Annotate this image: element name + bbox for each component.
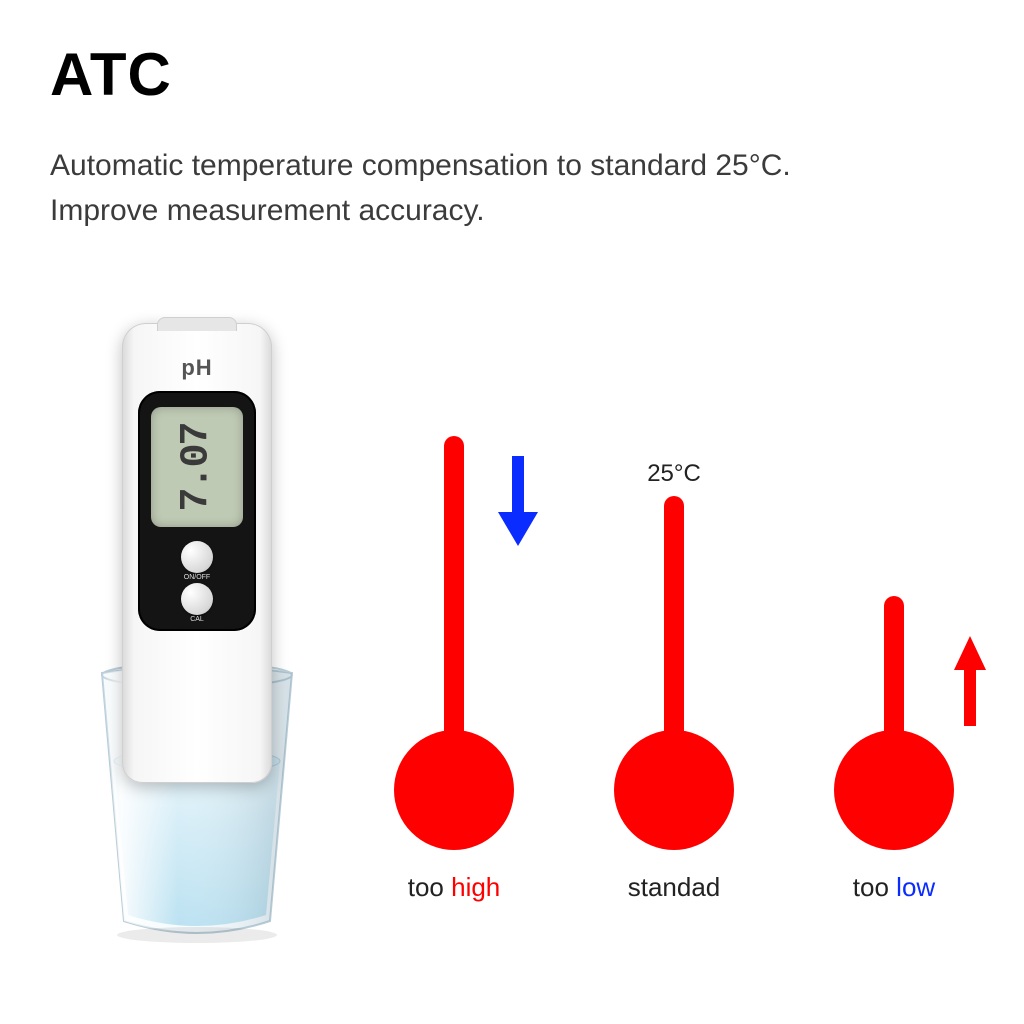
caption-low: too low [853, 872, 935, 903]
cap-pre: too [408, 872, 451, 902]
cap-em: high [451, 872, 500, 902]
meter-ph-label: pH [122, 355, 272, 381]
standard-top-label: 25°C [647, 460, 701, 488]
lcd-screen: 7.07 [151, 407, 243, 527]
onoff-button [181, 541, 213, 573]
page-title: ATC [50, 40, 974, 109]
desc-line-2: Improve measurement accuracy. [50, 194, 485, 227]
thermo-stem [884, 596, 904, 736]
thermometer-row: too high 25°C standad t [374, 436, 974, 943]
thermo-bulb [394, 730, 514, 850]
cap-pre: too [853, 872, 896, 902]
onoff-label: ON/OFF [138, 574, 256, 581]
thermo-stem [664, 496, 684, 736]
thermo-stem [444, 436, 464, 736]
thermo-bulb [834, 730, 954, 850]
ph-meter-illustration: pH 7.07 ON/OFF CAL [50, 323, 344, 943]
infographic-page: ATC Automatic temperature compensation t… [0, 0, 1024, 1024]
caption-high: too high [408, 872, 501, 903]
arrow-up-icon [954, 636, 986, 726]
thermo-bulb [614, 730, 734, 850]
thermo-low: too low [814, 596, 974, 903]
lcd-reading: 7.07 [174, 423, 219, 511]
thermo-standard: 25°C standad [594, 496, 754, 903]
description: Automatic temperature compensation to st… [50, 143, 974, 233]
desc-line-1: Automatic temperature compensation to st… [50, 149, 791, 182]
meter-panel: 7.07 ON/OFF CAL [138, 391, 256, 631]
cal-button [181, 583, 213, 615]
arrow-down-icon [498, 456, 538, 546]
meter-clip [157, 317, 237, 331]
caption-standard: standad [628, 872, 721, 903]
ph-meter-body: pH 7.07 ON/OFF CAL [122, 323, 272, 783]
cal-label: CAL [138, 616, 256, 623]
content-row: pH 7.07 ON/OFF CAL [50, 323, 974, 943]
thermo-high: too high [374, 436, 534, 903]
cap-em: low [896, 872, 935, 902]
